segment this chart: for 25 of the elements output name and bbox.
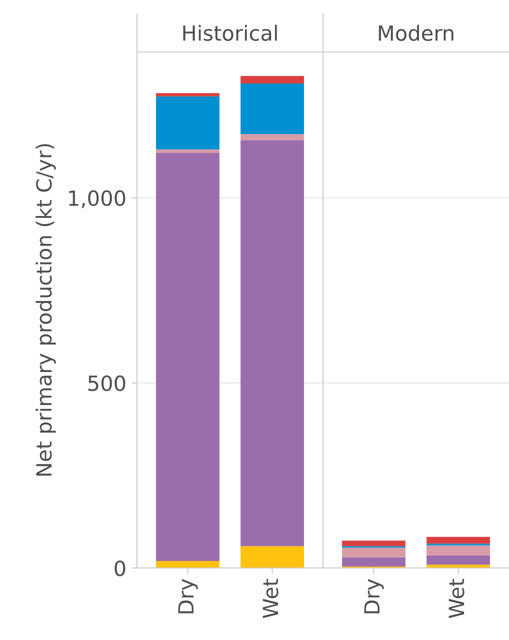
y-axis-title: Net primary production (kt C/yr): [36, 144, 56, 476]
x-tick-label: Dry: [364, 579, 384, 614]
bar: [426, 555, 490, 565]
bar: [342, 548, 406, 558]
bar: [426, 564, 490, 568]
y-tick-label: 1,000: [69, 190, 126, 208]
bar: [240, 83, 304, 134]
bar: [342, 540, 406, 546]
chart-title: Historical: [183, 24, 277, 41]
y-tick-label: 0: [114, 560, 126, 576]
chart-title: Modern: [378, 24, 454, 41]
bar: [426, 536, 490, 544]
bar: [342, 557, 406, 567]
bar: [156, 96, 220, 150]
x-tick-label: Dry: [178, 579, 198, 614]
bar: [156, 149, 220, 154]
x-tick-label: Wet: [262, 578, 278, 618]
bar: [240, 76, 304, 84]
x-tick-label: Wet: [448, 578, 464, 618]
bar: [156, 560, 220, 568]
bar: [426, 545, 490, 556]
y-tick-label: 500: [88, 375, 126, 392]
bar: [156, 93, 220, 96]
bar: [240, 546, 304, 568]
bar: [240, 134, 304, 140]
